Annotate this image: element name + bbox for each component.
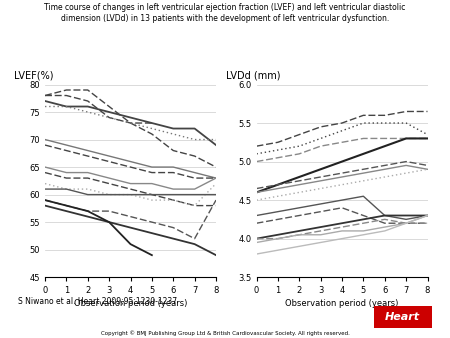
Text: Copyright © BMJ Publishing Group Ltd & British Cardiovascular Society. All right: Copyright © BMJ Publishing Group Ltd & B… bbox=[100, 331, 350, 336]
Text: LVDd (mm): LVDd (mm) bbox=[226, 71, 280, 81]
X-axis label: Observation period (years): Observation period (years) bbox=[74, 299, 187, 308]
Text: Heart: Heart bbox=[385, 312, 420, 322]
Text: LVEF(%): LVEF(%) bbox=[14, 71, 54, 81]
Text: S Niwano et al. Heart 2009;95:1230-1237: S Niwano et al. Heart 2009;95:1230-1237 bbox=[18, 297, 177, 307]
X-axis label: Observation period (years): Observation period (years) bbox=[285, 299, 399, 308]
Text: Time course of changes in left ventricular ejection fraction (LVEF) and left ven: Time course of changes in left ventricul… bbox=[44, 3, 406, 23]
